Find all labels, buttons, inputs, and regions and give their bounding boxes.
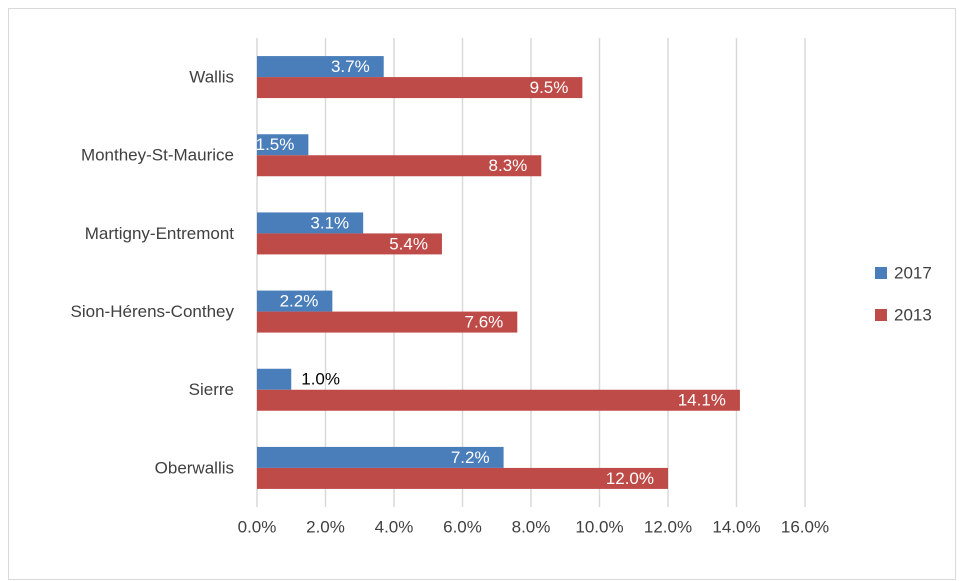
category-label: Oberwallis [155, 458, 234, 477]
data-label: 3.7% [331, 57, 370, 76]
x-tick-label: 10.0% [575, 517, 623, 536]
data-label: 12.0% [606, 469, 654, 488]
data-label: 2.2% [280, 292, 319, 311]
x-tick-label: 4.0% [375, 517, 414, 536]
bar-2017-oberwallis [257, 446, 504, 468]
bar-2013-martigny-entremont [257, 233, 442, 255]
data-label: 3.1% [310, 213, 349, 232]
x-tick-label: 6.0% [443, 517, 482, 536]
legend-label-2013: 2013 [894, 305, 932, 324]
legend-label-2017: 2017 [894, 263, 932, 282]
data-label: 1.5% [256, 135, 295, 154]
legend-swatch-2017 [875, 267, 887, 279]
bar-2017-monthey-st-maurice [257, 134, 309, 156]
bar-2013-monthey-st-maurice [257, 155, 542, 177]
bar-2017-sion-h-rens-conthey [257, 290, 333, 312]
x-tick-label: 8.0% [512, 517, 551, 536]
x-axis-tick-labels: 0.0% 2.0% 4.0% 6.0% 8.0% 10.0% 12.0% 14.0% 16.0% [238, 517, 829, 536]
category-label: Monthey-St-Maurice [81, 146, 234, 165]
category-label: Wallis [189, 68, 234, 87]
bars: 3.7% 9.5% 1.5% 8.3% 3.1% 5.4% 2.2% 7.6% 1.0% 14.1… [256, 56, 740, 489]
bar-2017-martigny-entremont [257, 212, 364, 234]
x-tick-label: 0.0% [238, 517, 277, 536]
category-label: Martigny-Entremont [85, 224, 235, 243]
data-label: 9.5% [530, 78, 569, 97]
bar-2017-sierre [257, 368, 292, 390]
legend-swatch-2013 [875, 309, 887, 321]
x-tick-label: 2.0% [306, 517, 345, 536]
data-label: 14.1% [678, 391, 726, 410]
data-label: 5.4% [389, 234, 428, 253]
bar-2013-oberwallis [257, 467, 668, 489]
gridlines [256, 38, 806, 507]
data-label: 8.3% [489, 156, 528, 175]
x-tick-label: 16.0% [781, 517, 829, 536]
category-label: Sierre [189, 380, 234, 399]
bar-2013-sierre [257, 389, 740, 411]
bar-2013-sion-h-rens-conthey [257, 311, 518, 333]
data-label: 1.0% [301, 370, 340, 389]
x-tick-label: 12.0% [644, 517, 692, 536]
x-tick-label: 14.0% [712, 517, 760, 536]
bar-2017-wallis [257, 56, 384, 78]
legend: 2017 2013 [875, 263, 932, 324]
data-label: 7.2% [451, 448, 490, 467]
bar-2013-wallis [257, 77, 583, 99]
data-label: 7.6% [465, 313, 504, 332]
category-labels: Wallis Monthey-St-Maurice Martigny-Entremo… [71, 68, 235, 478]
category-label: Sion-Hérens-Conthey [71, 302, 235, 321]
